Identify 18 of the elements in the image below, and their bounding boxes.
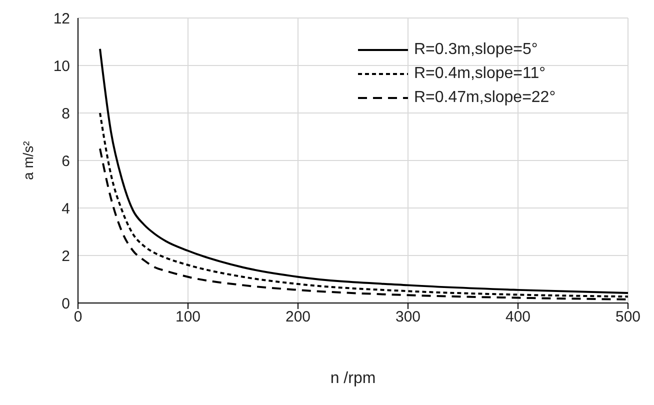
- y-tick-label: 8: [62, 105, 70, 122]
- y-tick-label: 4: [62, 200, 70, 218]
- legend-label: R=0.47m,slope=22°: [414, 88, 556, 108]
- y-tick-label: 2: [62, 248, 70, 265]
- legend-label: R=0.4m,slope=11°: [414, 64, 546, 84]
- y-tick-label: 6: [62, 152, 70, 170]
- y-tick-label: 0: [62, 295, 70, 312]
- x-tick-label: 100: [175, 308, 201, 326]
- x-tick-label: 500: [615, 308, 641, 326]
- x-tick-label: 400: [505, 308, 531, 326]
- y-tick-label: 12: [53, 10, 70, 28]
- y-axis-title: a m/s²: [20, 140, 36, 180]
- x-tick-label: 300: [395, 308, 421, 326]
- legend-label: R=0.3m,slope=5°: [414, 40, 538, 60]
- x-tick-label: 0: [74, 308, 82, 326]
- x-axis-title: n /rpm: [330, 370, 376, 387]
- x-tick-label: 200: [285, 308, 311, 326]
- y-tick-label: 10: [53, 58, 70, 75]
